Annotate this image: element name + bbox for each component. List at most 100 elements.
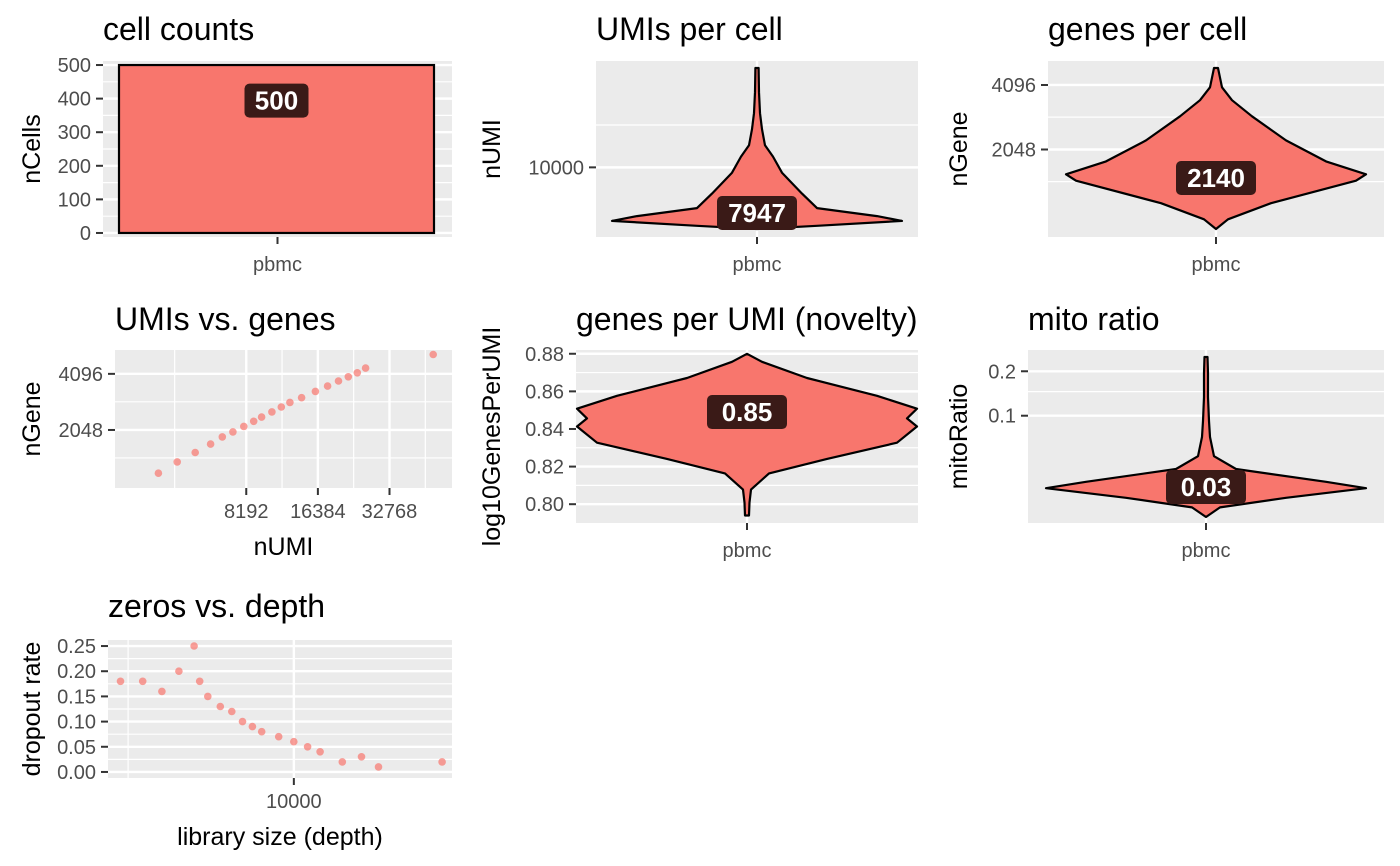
- genes-per-umi-y-tick-label: 0.84: [525, 419, 564, 441]
- umis-vs-genes-point-11: [286, 398, 294, 407]
- mito-ratio-y-tick-label: 0.2: [988, 361, 1016, 383]
- cell-counts-y-tick-label: 400: [58, 89, 91, 111]
- zeros-vs-depth-y-tick-label: 0.25: [57, 636, 96, 658]
- zeros-vs-depth-point-15: [316, 748, 324, 756]
- genes-per-umi-y-axis-label: log10GenesPerUMI: [478, 327, 506, 547]
- zeros-vs-depth-y-tick-label: 0.10: [57, 712, 96, 734]
- genes-per-umi-violin: [575, 352, 919, 517]
- umis-per-cell-x-tick-label: pbmc: [733, 254, 782, 276]
- mito-ratio-violin: [1044, 355, 1368, 519]
- zeros-vs-depth-point-4: [190, 642, 198, 650]
- zeros-vs-depth-y-tick-label: 0.15: [57, 686, 96, 708]
- zeros-vs-depth-point-2: [158, 687, 166, 696]
- zeros-vs-depth-x-tick-label: 10000: [266, 791, 322, 813]
- cell-counts-y-axis-label: nCells: [18, 114, 46, 183]
- cell-counts-y-tick-label: 100: [58, 189, 91, 211]
- genes-per-umi-x-tick-label: pbmc: [723, 540, 772, 562]
- umis-per-cell-violin: [610, 66, 904, 231]
- umis-vs-genes-x-tick-label: 32768: [362, 501, 418, 523]
- zeros-vs-depth-y-tick-label: 0.00: [57, 762, 96, 784]
- genes-per-umi-y-tick-label: 0.82: [525, 457, 564, 479]
- cell-counts-value-label-box: [244, 83, 309, 118]
- umis-vs-genes-point-17: [353, 369, 362, 377]
- zeros-vs-depth-point-7: [216, 702, 225, 711]
- umis-vs-genes-x-tick-label: 16384: [290, 501, 346, 523]
- cell-counts-value-label: 500: [255, 86, 298, 116]
- umis-vs-genes-point-7: [249, 417, 258, 426]
- genes-per-umi-value-label: 0.85: [722, 397, 773, 427]
- zeros-vs-depth-point-16: [338, 758, 347, 766]
- zeros-vs-depth-point-11: [257, 727, 266, 736]
- cell-counts-y-tick-label: 500: [58, 55, 91, 77]
- umis-vs-genes-point-3: [206, 440, 215, 448]
- genes-per-umi-y-tick-label: 0.80: [525, 494, 564, 516]
- zeros-vs-depth-point-5: [195, 677, 204, 686]
- zeros-vs-depth-x-axis-label: library size (depth): [177, 823, 383, 851]
- zeros-vs-depth-point-19: [438, 758, 446, 766]
- umis-vs-genes-point-4: [218, 433, 227, 441]
- umis-per-cell-y-tick-label: 10000: [528, 157, 584, 179]
- umis-vs-genes-y-tick-label: 4096: [59, 364, 104, 386]
- mito-ratio-title: mito ratio: [1028, 301, 1160, 337]
- zeros-vs-depth-title: zeros vs. depth: [108, 588, 325, 624]
- genes-per-cell-value-label-box: [1176, 161, 1256, 195]
- umis-vs-genes-point-8: [257, 413, 266, 421]
- mito-ratio-y-axis-label: mitoRatio: [945, 384, 973, 490]
- umis-per-cell-title: UMIs per cell: [596, 11, 783, 47]
- zeros-vs-depth-point-1: [138, 677, 147, 686]
- zeros-vs-depth-y-tick-label: 0.05: [57, 737, 96, 759]
- cell-counts-x-tick-label: pbmc: [253, 254, 302, 276]
- genes-per-umi-title: genes per UMI (novelty): [576, 301, 917, 337]
- mito-ratio-value-label: 0.03: [1181, 472, 1232, 502]
- umis-vs-genes-point-10: [277, 403, 286, 411]
- umis-vs-genes-point-1: [173, 458, 181, 466]
- umis-vs-genes-y-tick-label: 2048: [59, 420, 104, 442]
- zeros-vs-depth-point-18: [374, 763, 383, 771]
- zeros-vs-depth-point-17: [357, 753, 366, 761]
- umis-vs-genes-point-16: [344, 373, 353, 381]
- genes-per-cell-y-tick-label: 4096: [992, 75, 1037, 97]
- zeros-vs-depth-point-13: [290, 737, 298, 746]
- mito-ratio-value-label-box: [1166, 470, 1246, 504]
- zeros-vs-depth-y-axis-label: dropout rate: [18, 642, 46, 777]
- umis-vs-genes-point-12: [297, 393, 306, 402]
- zeros-vs-depth-point-12: [274, 732, 283, 741]
- umis-vs-genes-point-14: [323, 382, 332, 390]
- umis-vs-genes-x-tick-label: 8192: [224, 501, 269, 523]
- genes-per-cell-y-tick-label: 2048: [992, 140, 1037, 162]
- genes-per-cell-x-tick-label: pbmc: [1192, 254, 1241, 276]
- umis-vs-genes-point-19: [429, 350, 438, 359]
- cell-counts-title: cell counts: [103, 11, 254, 47]
- umis-vs-genes-point-9: [268, 408, 276, 416]
- zeros-vs-depth-point-14: [303, 743, 312, 751]
- umis-vs-genes-point-0: [154, 469, 163, 478]
- cell-counts-y-tick-label: 300: [58, 122, 91, 144]
- umis-vs-genes-point-2: [191, 448, 199, 457]
- mito-ratio-y-tick-label: 0.1: [988, 406, 1016, 428]
- genes-per-cell-violin: [1064, 66, 1368, 231]
- umis-vs-genes-panel-background: [115, 350, 452, 488]
- zeros-vs-depth-point-9: [238, 717, 247, 726]
- umis-vs-genes-title: UMIs vs. genes: [115, 301, 336, 337]
- cell-counts-y-tick-label: 0: [80, 223, 91, 245]
- zeros-vs-depth-point-0: [116, 677, 125, 686]
- genes-per-cell-value-label: 2140: [1187, 163, 1245, 193]
- umis-vs-genes-point-13: [311, 387, 320, 396]
- umis-vs-genes-y-axis-label: nGene: [18, 381, 46, 456]
- zeros-vs-depth-point-3: [175, 667, 183, 675]
- umis-vs-genes-point-15: [334, 377, 343, 385]
- umis-vs-genes-point-5: [229, 428, 237, 436]
- cell-counts-y-tick-label: 200: [58, 156, 91, 178]
- umis-per-cell-value-label: 7947: [728, 198, 786, 228]
- genes-per-umi-y-tick-label: 0.88: [525, 344, 564, 366]
- zeros-vs-depth-y-tick-label: 0.20: [57, 661, 96, 683]
- umis-vs-genes-x-axis-label: nUMI: [254, 533, 314, 561]
- umis-per-cell-y-axis-label: nUMI: [478, 119, 506, 179]
- genes-per-umi-y-tick-label: 0.86: [525, 381, 564, 403]
- zeros-vs-depth-point-6: [204, 692, 212, 701]
- zeros-vs-depth-point-10: [248, 722, 257, 731]
- umis-per-cell-value-label-box: [717, 196, 797, 230]
- genes-per-cell-y-axis-label: nGene: [945, 111, 973, 186]
- mito-ratio-x-tick-label: pbmc: [1182, 540, 1231, 562]
